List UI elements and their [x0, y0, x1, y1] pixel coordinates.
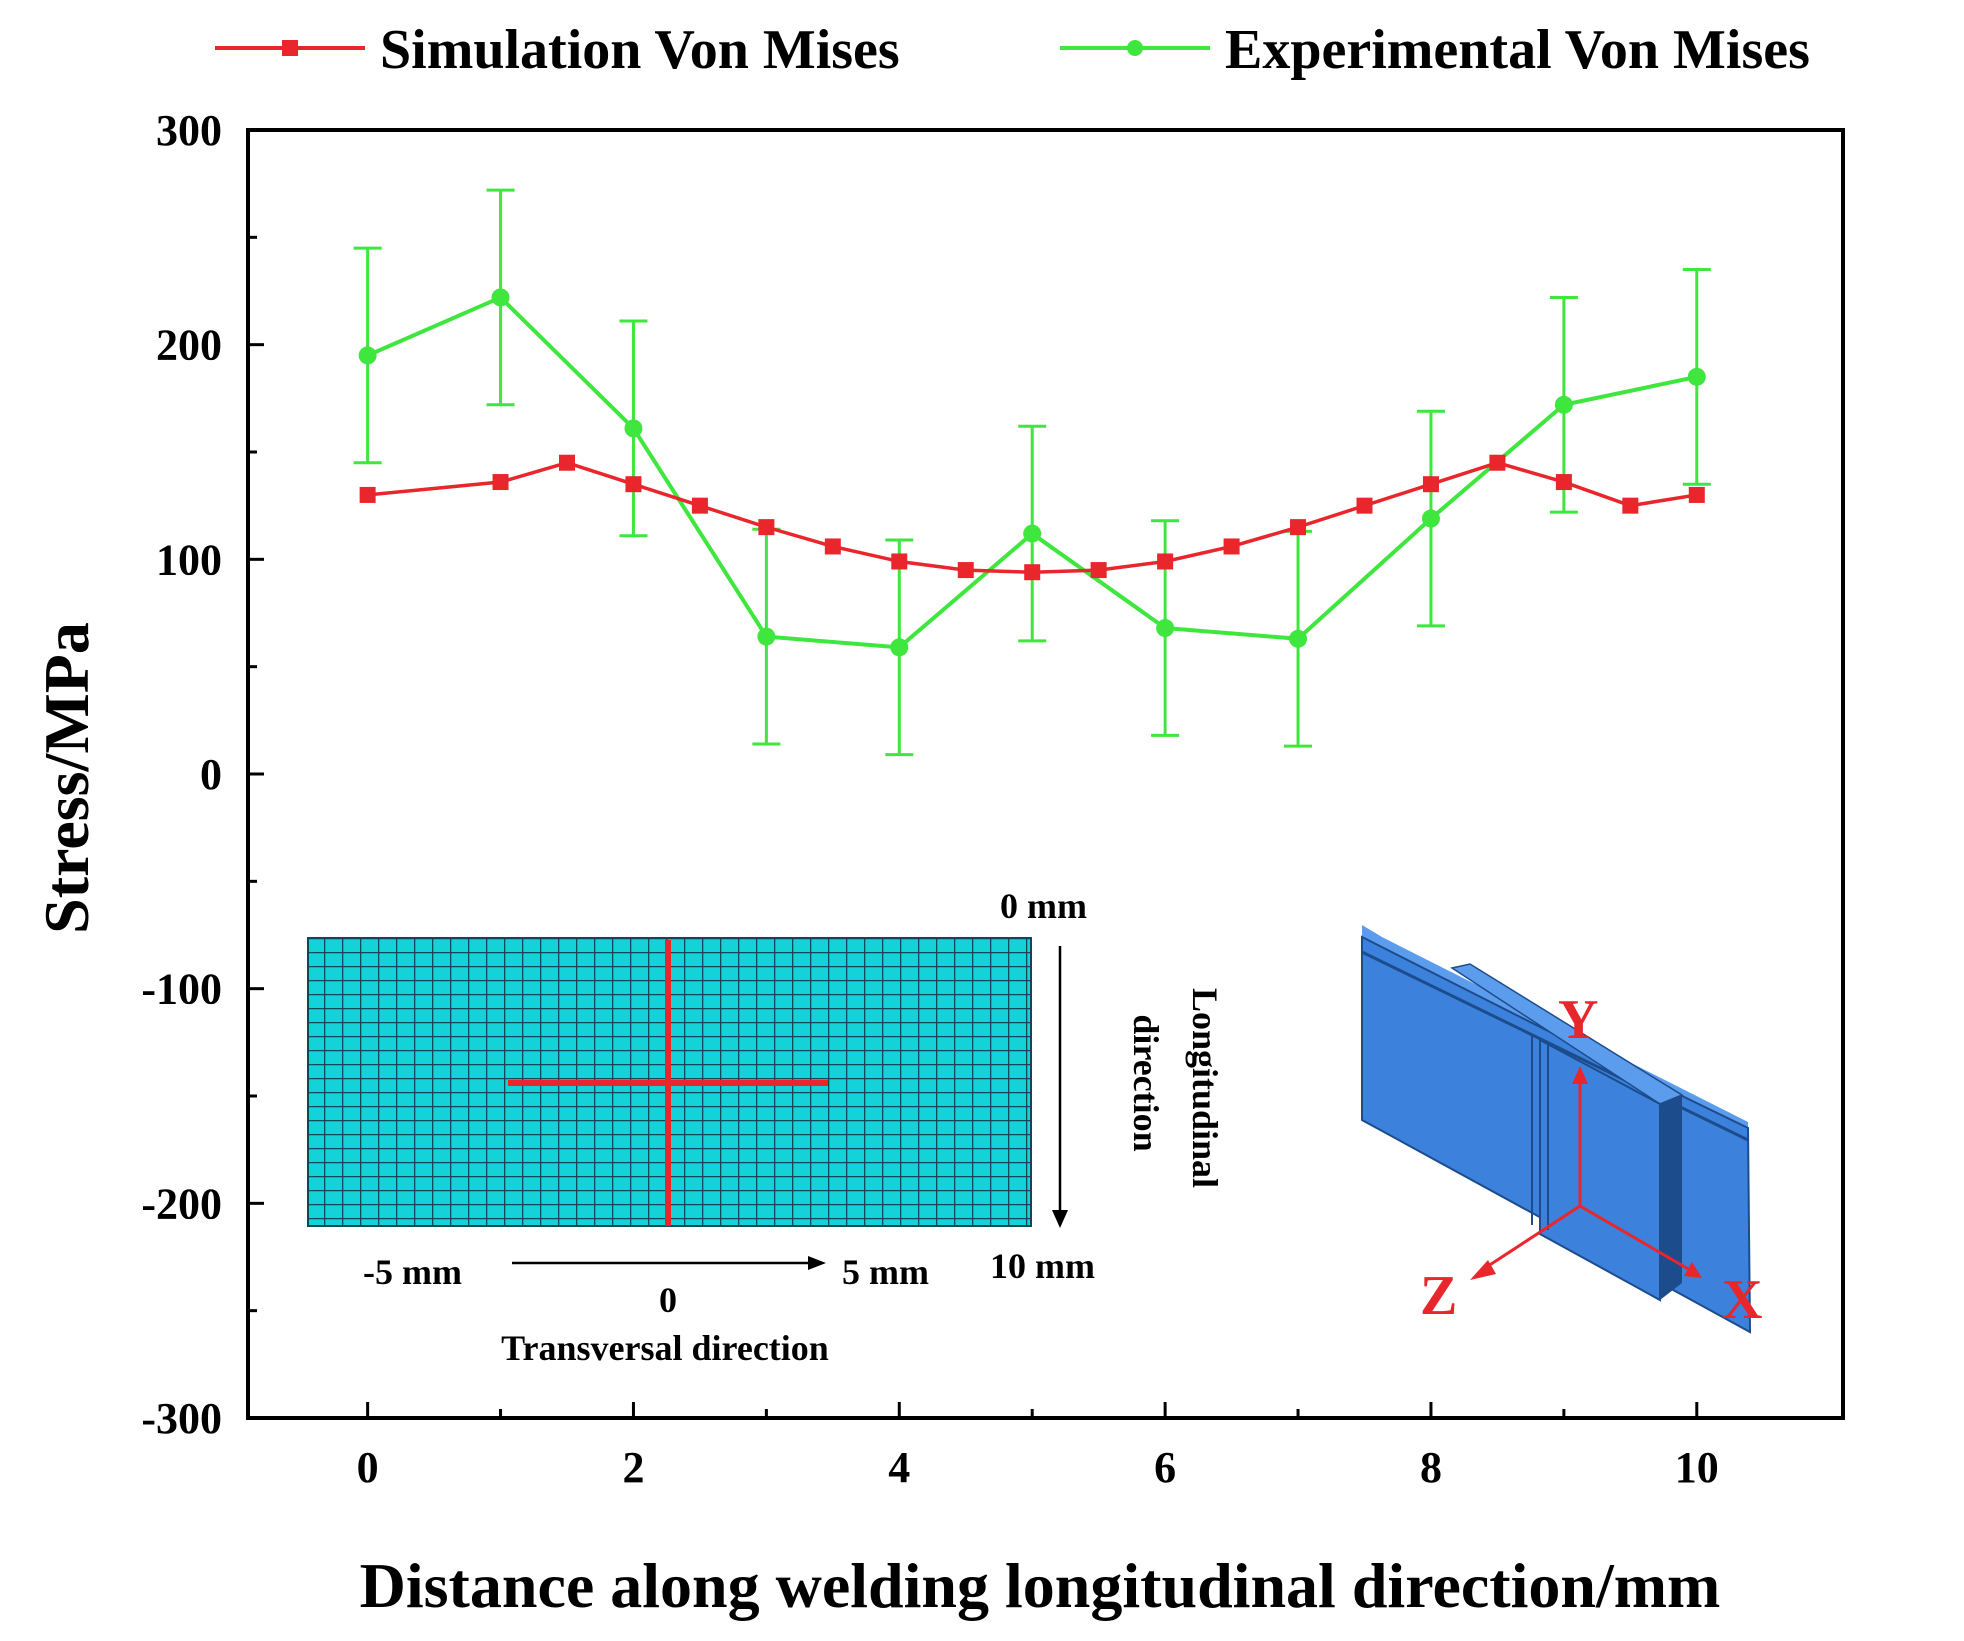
- simulation-point: [1356, 497, 1373, 514]
- legend-exp-marker: [1127, 40, 1143, 56]
- mesh-bottom-label: 10 mm: [990, 1246, 1095, 1286]
- series-experimental: [353, 188, 1711, 757]
- simulation-point: [559, 454, 575, 471]
- y-tick-label: 0: [200, 750, 222, 799]
- simulation-point: [957, 562, 974, 579]
- y-axis-arrow-head: [1572, 1066, 1588, 1084]
- simulation-point: [1489, 454, 1506, 471]
- simulation-line: [367, 460, 1698, 574]
- experimental-point: [890, 638, 909, 657]
- y-tick-label: -300: [141, 1394, 222, 1443]
- experimental-point: [1421, 509, 1440, 528]
- simulation-point: [359, 486, 376, 503]
- simulation-point: [691, 497, 708, 514]
- mesh-top-label: 0 mm: [1000, 886, 1087, 926]
- experimental-point: [358, 346, 377, 365]
- axis-label-y: Y: [1558, 989, 1598, 1051]
- simulation-point: [758, 519, 775, 536]
- experimental-point: [1023, 524, 1042, 543]
- y-tick-label: -100: [141, 965, 222, 1014]
- y-tick-label: 100: [156, 535, 222, 584]
- x-tick-label: 6: [1154, 1443, 1176, 1492]
- experimental-point: [1156, 619, 1175, 638]
- x-axis-arrow-head: [1684, 1262, 1702, 1278]
- z-axis-arrow-line: [1481, 1204, 1581, 1272]
- mesh-center-label: 0: [659, 1280, 677, 1320]
- y-axis: -300 -200 -100 0 100 200 300: [141, 106, 264, 1443]
- simulation-point: [1290, 519, 1307, 536]
- plate-side-block: [1660, 1095, 1682, 1300]
- simulation-point: [891, 553, 908, 570]
- y-axis-title: Stress/MPa: [31, 622, 102, 934]
- simulation-point: [492, 474, 509, 491]
- series-simulation: [359, 454, 1705, 581]
- axis-label-z: Z: [1420, 1265, 1457, 1327]
- x-tick-label: 2: [622, 1443, 644, 1492]
- z-axis-arrow-head: [1470, 1260, 1496, 1280]
- experimental-point: [1289, 629, 1308, 648]
- longitudinal-label-1: Longitudinal: [1185, 988, 1225, 1188]
- x-tick-label: 4: [888, 1443, 910, 1492]
- inset-mesh: 0 mm 10 mm Longitudinal direction -5 mm …: [307, 886, 1225, 1368]
- x-axis: 0 2 4 6 8 10: [357, 1402, 1719, 1492]
- y-tick-label: 200: [156, 321, 222, 370]
- legend-sim-label: Simulation Von Mises: [380, 19, 900, 81]
- legend-exp-label: Experimental Von Mises: [1225, 19, 1810, 81]
- x-tick-label: 0: [357, 1443, 379, 1492]
- simulation-point: [1024, 564, 1041, 581]
- simulation-point: [1157, 553, 1174, 570]
- series-layer: [353, 188, 1711, 757]
- longitudinal-label-2: direction: [1126, 1014, 1166, 1151]
- x-axis-title: Distance along welding longitudinal dire…: [360, 1550, 1721, 1621]
- simulation-point: [1555, 474, 1572, 491]
- mesh-right-label: 5 mm: [842, 1252, 929, 1292]
- x-tick-label: 8: [1420, 1443, 1442, 1492]
- inset-model: Y X Z: [1361, 925, 1762, 1334]
- mesh-left-label: -5 mm: [363, 1252, 462, 1292]
- simulation-point: [1622, 497, 1639, 514]
- experimental-point: [1554, 395, 1573, 414]
- simulation-point: [625, 476, 642, 493]
- simulation-point: [824, 538, 841, 555]
- axis-label-x: X: [1722, 1269, 1762, 1331]
- simulation-point: [1090, 562, 1107, 579]
- x-tick-label: 10: [1675, 1443, 1719, 1492]
- simulation-point: [1688, 486, 1705, 503]
- experimental-point: [491, 288, 510, 307]
- transversal-label: Transversal direction: [501, 1328, 829, 1368]
- y-tick-label: -200: [141, 1179, 222, 1228]
- longitudinal-arrow-head: [1052, 1210, 1068, 1228]
- x-axis-arrow-line: [1579, 1204, 1691, 1272]
- experimental-point: [1687, 367, 1706, 386]
- experimental-point: [624, 419, 643, 438]
- experimental-point: [757, 627, 776, 646]
- y-tick-label: 300: [156, 106, 222, 155]
- simulation-point: [1422, 476, 1439, 493]
- simulation-point: [1223, 538, 1240, 555]
- legend-sim-marker: [282, 40, 298, 56]
- plate-edge-line: [1361, 950, 1749, 1142]
- legend: Simulation Von Mises Experimental Von Mi…: [215, 19, 1810, 81]
- transversal-arrow-head: [808, 1256, 826, 1270]
